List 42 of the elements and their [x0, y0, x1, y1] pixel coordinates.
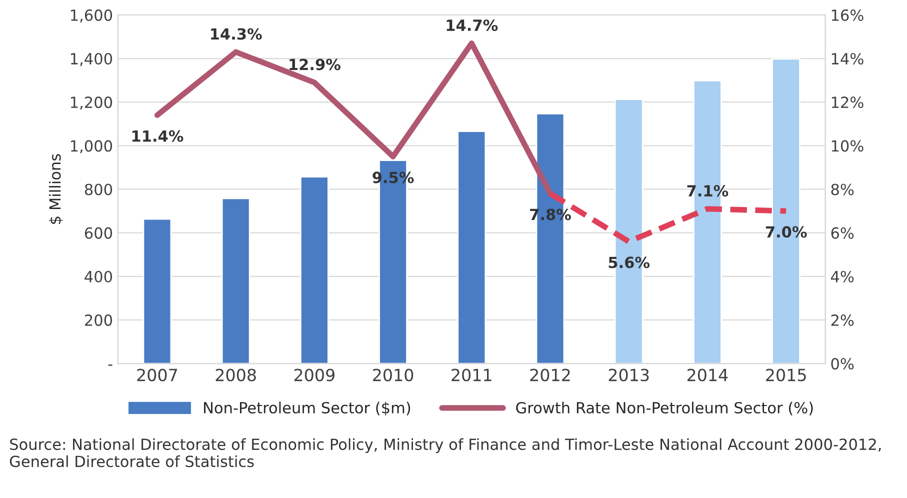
y-tick-label: 1,600 [70, 9, 112, 23]
x-tick-label: 2011 [452, 368, 492, 382]
x-tick-label: 2007 [137, 368, 177, 382]
y-tick-label: 1,200 [70, 96, 112, 110]
data-label: 7.0% [766, 226, 807, 238]
y-tick-label: 1,400 [70, 52, 112, 66]
y2-tick-label: 8% [831, 184, 854, 196]
data-label: 11.4% [132, 130, 184, 142]
y2-tick-label: 6% [831, 227, 854, 239]
data-label: 7.1% [687, 185, 728, 197]
y2-tick-label: 2% [831, 314, 854, 326]
y2-tick-label: 12% [832, 96, 864, 108]
x-tick-label: 2009 [294, 368, 334, 382]
legend-label: Growth Rate Non-Petroleum Sector (%) [516, 402, 813, 416]
x-tick-label: 2010 [373, 368, 414, 382]
data-label: 12.9% [290, 58, 340, 70]
x-tick-label: 2012 [530, 368, 570, 382]
x-tick-label: 2014 [687, 368, 728, 382]
y-axis-title: $ Millions [48, 154, 63, 224]
y2-tick-label: 4% [830, 270, 854, 282]
bar [221, 198, 250, 364]
y-tick-label: 800 [84, 184, 112, 196]
y2-tick-label: 14% [832, 52, 864, 65]
y-tick-label: 400 [84, 270, 112, 282]
data-label: 5.6% [608, 256, 650, 268]
bar [300, 176, 329, 364]
x-tick-label: 2015 [766, 368, 806, 382]
y-tick-label: 200 [85, 314, 112, 326]
y2-tick-label: 10% [832, 140, 864, 152]
y2-tick-label: 0% [831, 358, 854, 370]
bar [457, 130, 486, 364]
y-tick-label: - [108, 364, 112, 366]
y-tick-label: 1,000 [70, 140, 112, 154]
bar [142, 218, 172, 364]
y-tick-label: 600 [84, 227, 112, 239]
data-label: 14.7% [446, 19, 498, 32]
legend-label: Non-Petroleum Sector ($m) [204, 402, 410, 416]
x-tick-label: 2013 [608, 368, 649, 382]
x-tick-label: 2008 [216, 368, 256, 382]
source-note: Source: National Directorate of Economic Policy, Ministry of Finance and Timor-Leste National Account 2000-2012, General Directorate of Statistics [10, 438, 881, 468]
y2-tick-label: 16% [832, 9, 864, 21]
data-label: 14.3% [211, 28, 262, 40]
